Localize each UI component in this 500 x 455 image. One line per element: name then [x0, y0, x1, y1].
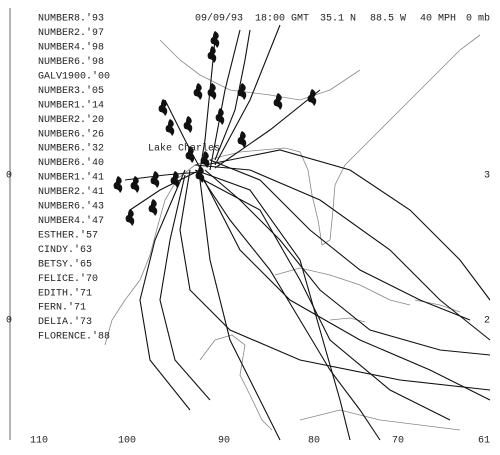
storm-name: NUMBER6.'32 — [38, 143, 104, 155]
right-label: 3 — [484, 171, 490, 182]
place-label: Lake Charles — [148, 143, 220, 155]
storm-name: ESTHER.'57 — [38, 229, 98, 241]
storm-name: FELICE.'70 — [38, 273, 98, 285]
right-label: 2 — [484, 316, 490, 327]
storm-name: FERN.'71 — [38, 302, 86, 314]
coastline — [104, 34, 481, 431]
storm-list: NUMBER8.'93 NUMBER2.'97 NUMBER4.'98 NUMBER6… — [38, 13, 110, 343]
left-label: 0 — [6, 171, 12, 182]
header-latitude: 35.1 N — [320, 14, 356, 25]
longitude-labels: 110 100 90 80 70 61 — [30, 436, 490, 447]
header-time: 18:00 GMT — [255, 14, 309, 25]
storm-name: DELIA.'73 — [38, 316, 92, 328]
storm-name: NUMBER4.'98 — [38, 42, 104, 54]
storm-name: NUMBER1.'41 — [38, 172, 104, 184]
header: 09/09/93 18:00 GMT 35.1 N 88.5 W 40 MPH … — [195, 13, 490, 25]
storm-name: FLORENCE.'88 — [38, 331, 110, 343]
storm-name: NUMBER2.'97 — [38, 27, 104, 39]
longitude-label: 90 — [218, 436, 230, 447]
storm-name: NUMBER8.'93 — [38, 13, 104, 25]
storm-name: NUMBER2.'20 — [38, 114, 104, 126]
header-date: 09/09/93 — [195, 13, 243, 25]
storm-name: NUMBER6.'98 — [38, 56, 104, 68]
storm-name: CINDY.'63 — [38, 244, 92, 256]
storm-name: NUMBER2.'41 — [38, 186, 104, 198]
storm-name: NUMBER6.'40 — [38, 157, 104, 169]
longitude-label: 61 — [478, 436, 490, 447]
left-label: 0 — [6, 316, 12, 327]
storm-name: EDITH.'71 — [38, 287, 92, 299]
storm-name: NUMBER3.'05 — [38, 85, 104, 97]
storm-name: BETSY.'65 — [38, 258, 92, 270]
longitude-label: 100 — [118, 436, 136, 447]
longitude-label: 70 — [392, 436, 404, 447]
storm-name: GALV1900.'00 — [38, 70, 110, 82]
header-pressure: 0 mb — [466, 13, 490, 25]
storm-name: NUMBER4.'47 — [38, 215, 104, 227]
storm-name: NUMBER6.'26 — [38, 128, 104, 140]
storm-name: NUMBER6.'43 — [38, 201, 104, 213]
longitude-label: 110 — [30, 436, 48, 447]
longitude-label: 80 — [308, 436, 320, 447]
header-wind: 40 MPH — [420, 14, 456, 25]
storm-tracks — [124, 24, 491, 441]
storm-name: NUMBER1.'14 — [38, 99, 104, 111]
header-longitude: 88.5 W — [370, 14, 406, 25]
